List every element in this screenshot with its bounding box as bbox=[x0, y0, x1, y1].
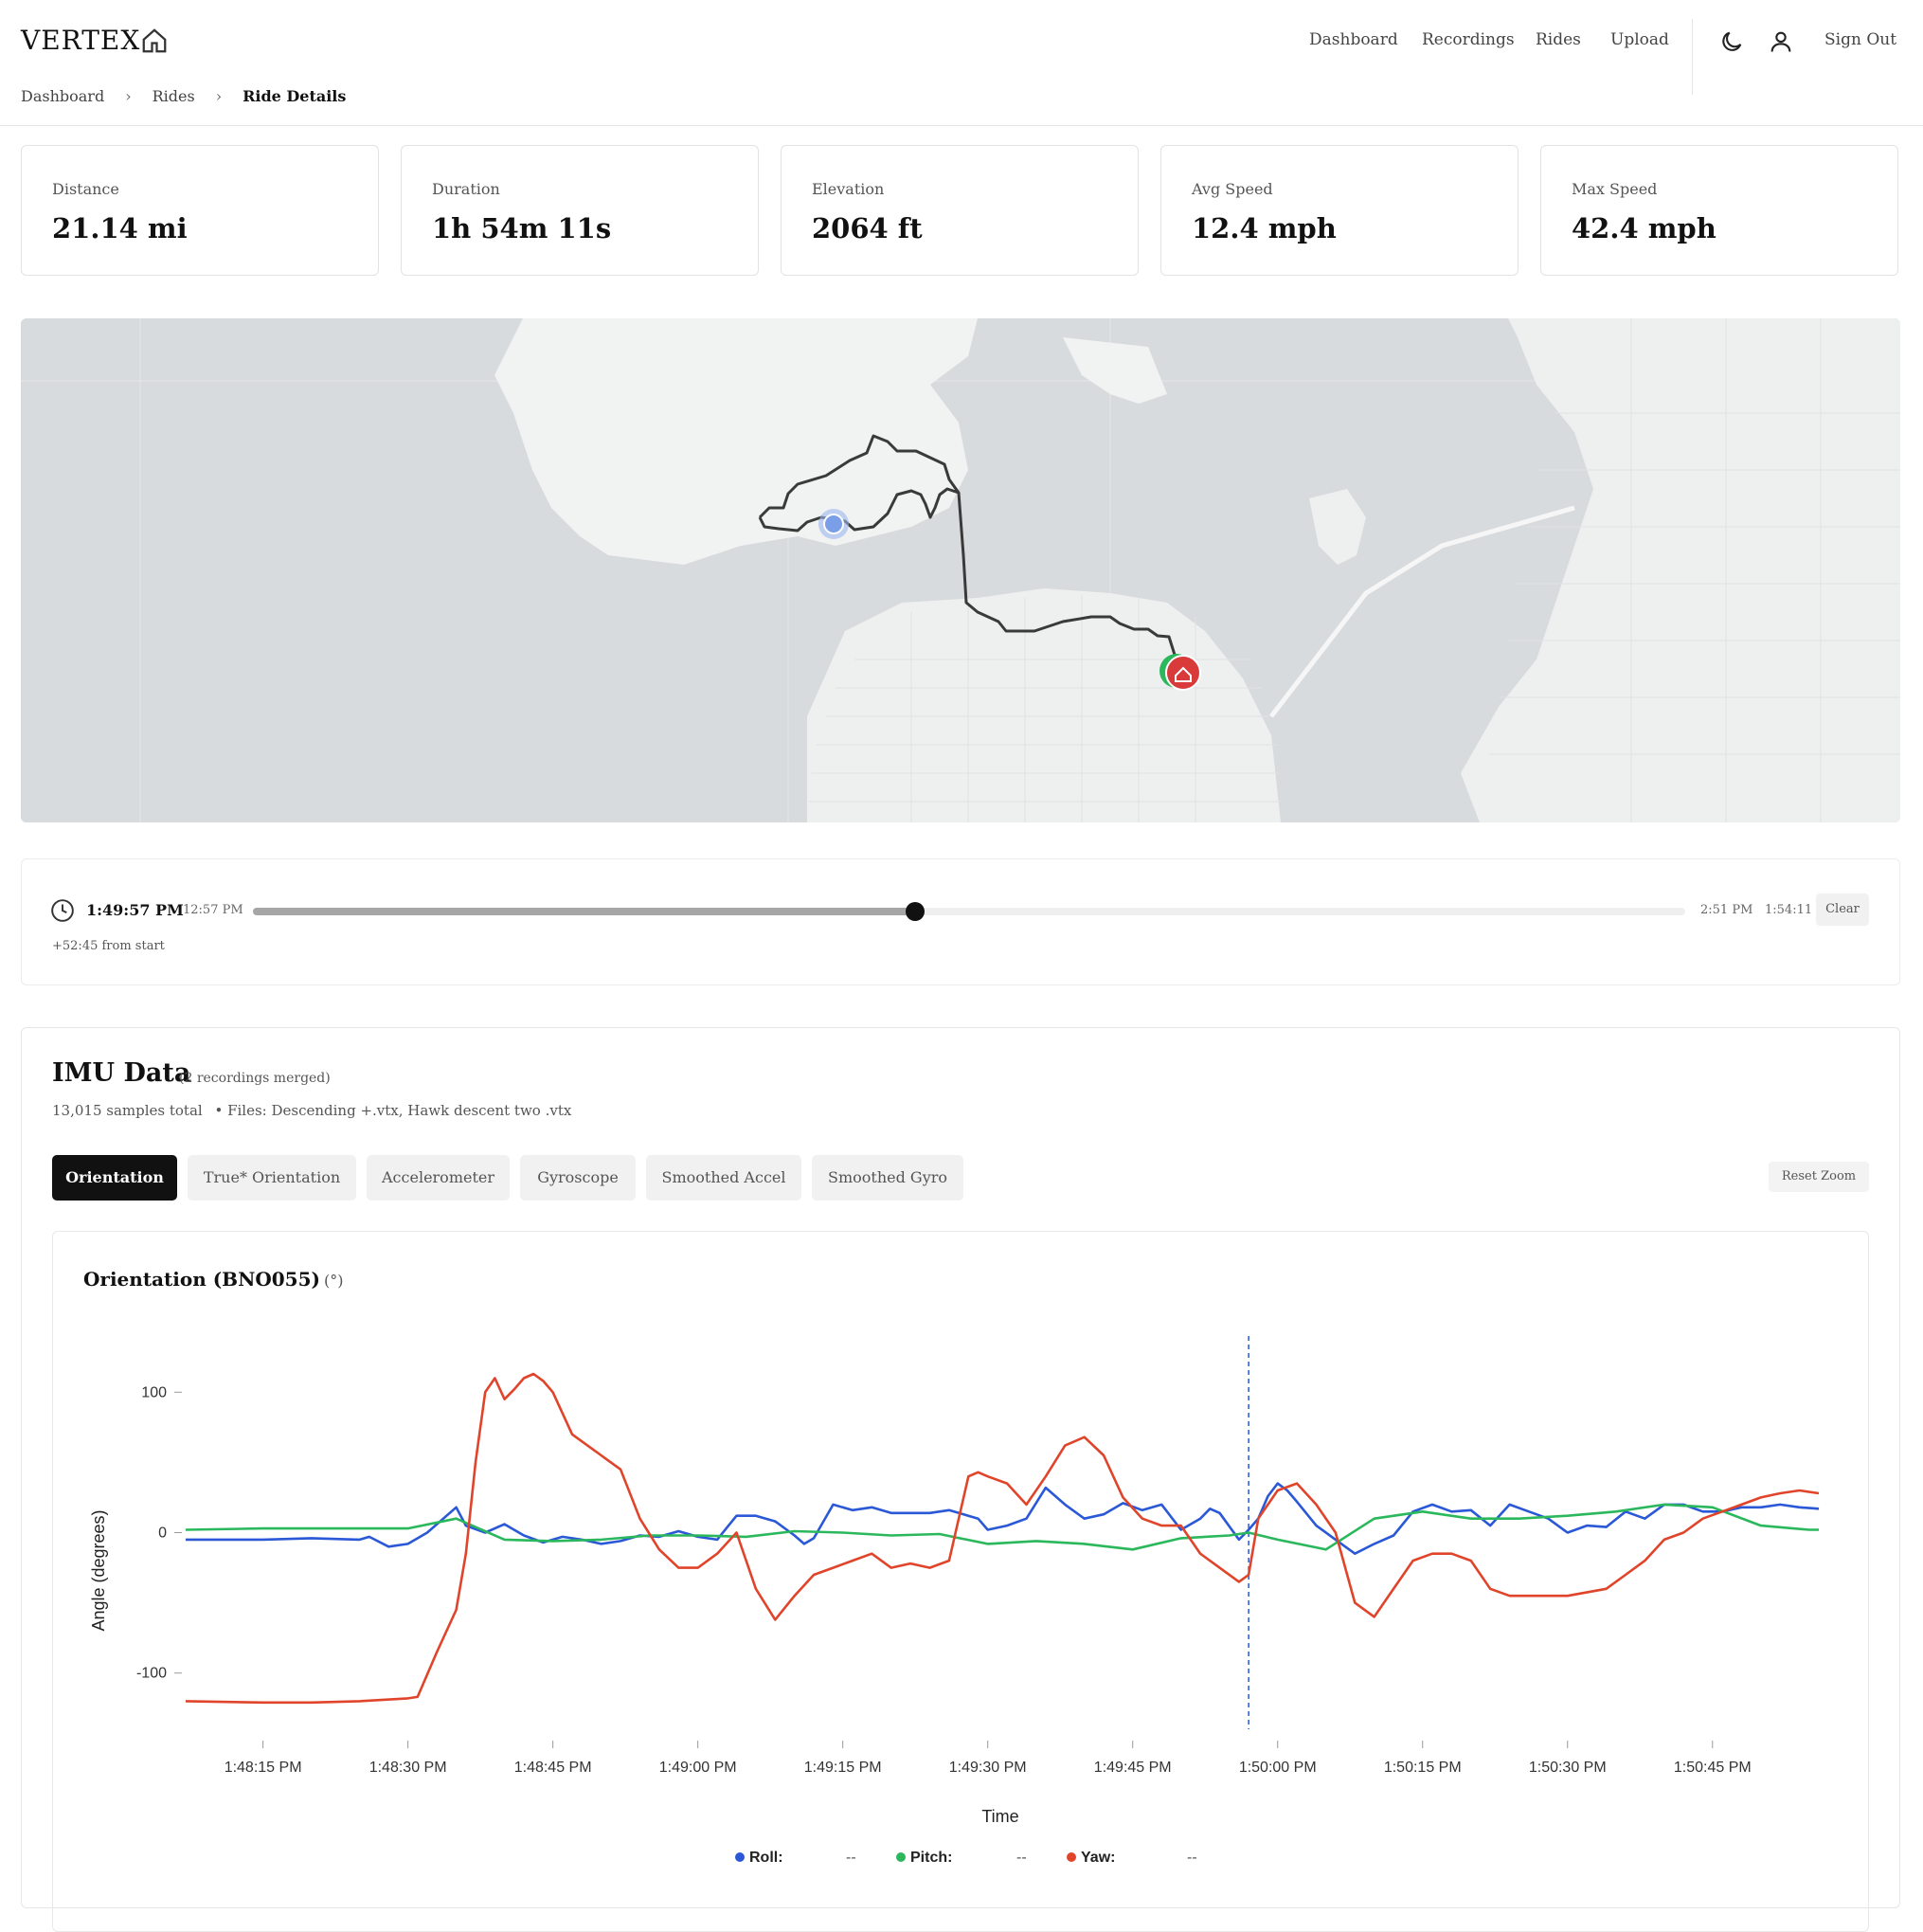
timeline-end-label: 2:51 PM bbox=[1700, 903, 1753, 917]
x-tick-label: 1:49:15 PM bbox=[804, 1760, 882, 1776]
stat-value: 1h 54m 11s bbox=[432, 212, 612, 244]
land-san-francisco bbox=[807, 588, 1281, 822]
timeline-slider-thumb[interactable] bbox=[905, 902, 925, 921]
timeline-scrubber: 1:49:57 PM 12:57 PM 2:51 PM 1:54:11 Clea… bbox=[21, 858, 1900, 985]
imu-subtitle: (2 recordings merged) bbox=[179, 1071, 331, 1086]
timeline-current-time: 1:49:57 PM bbox=[86, 901, 184, 919]
reset-zoom-button[interactable]: Reset Zoom bbox=[1769, 1162, 1869, 1192]
stat-label: Distance bbox=[52, 180, 119, 198]
land-treasure-island bbox=[1309, 489, 1366, 565]
chevron-right-icon: › bbox=[215, 87, 223, 105]
chart-unit: (°) bbox=[323, 1272, 344, 1290]
bay-bridge bbox=[1269, 505, 1575, 718]
breadcrumb-dashboard[interactable]: Dashboard bbox=[21, 87, 105, 105]
x-tick-label: 1:50:45 PM bbox=[1674, 1760, 1752, 1776]
imu-meta: 13,015 samples total • Files: Descending… bbox=[52, 1102, 571, 1119]
timeline-progress-fill bbox=[253, 908, 915, 915]
nav-recordings[interactable]: Recordings bbox=[1422, 30, 1515, 49]
nav-upload[interactable]: Upload bbox=[1610, 30, 1669, 49]
x-tick-label: 1:50:15 PM bbox=[1384, 1760, 1462, 1776]
timeline-start-label: 12:57 PM bbox=[183, 903, 243, 917]
legend-pitch-dot bbox=[896, 1852, 906, 1862]
imu-data-panel: IMU Data (2 recordings merged) 13,015 sa… bbox=[21, 1027, 1900, 1932]
chart-title-text: Orientation (BNO055) bbox=[83, 1268, 320, 1291]
imu-samples: 13,015 samples total bbox=[52, 1102, 203, 1119]
stat-label: Avg Speed bbox=[1192, 180, 1273, 198]
timeline-from-start: +52:45 from start bbox=[52, 939, 165, 953]
y-tick-label: -100 bbox=[136, 1666, 167, 1682]
orientation-chart[interactable]: 100 0 -100 1:48:15 PM 1:48:30 PM 1:48:45 PM 1:… bbox=[53, 1232, 1870, 1895]
top-header: VERTEX Dashboard Recordings Rides Upload… bbox=[0, 0, 1923, 126]
pitch-series-line bbox=[185, 1503, 1819, 1551]
legend-pitch-value: -- bbox=[1016, 1850, 1027, 1866]
x-axis-label: Time bbox=[981, 1807, 1018, 1826]
stat-card-distance: Distance 21.14 mi bbox=[21, 145, 379, 276]
stat-value: 42.4 mph bbox=[1572, 212, 1716, 244]
tab-smoothed-accel[interactable]: Smoothed Accel bbox=[646, 1155, 801, 1201]
user-icon[interactable] bbox=[1768, 28, 1794, 55]
tab-smoothed-gyro[interactable]: Smoothed Gyro bbox=[812, 1155, 963, 1201]
stat-card-elevation: Elevation 2064 ft bbox=[781, 145, 1139, 276]
land-east-bay bbox=[1461, 318, 1900, 822]
land-north-east bbox=[1063, 337, 1167, 404]
chevron-right-icon: › bbox=[125, 87, 132, 105]
legend-roll-dot bbox=[735, 1852, 745, 1862]
imu-files: • Files: Descending +.vtx, Hawk descent … bbox=[214, 1102, 572, 1119]
clear-button[interactable]: Clear bbox=[1816, 894, 1869, 926]
dark-mode-moon-icon[interactable] bbox=[1718, 28, 1745, 55]
nav-dashboard[interactable]: Dashboard bbox=[1309, 30, 1398, 49]
end-home-marker bbox=[1165, 655, 1201, 691]
y-axis-label: Angle (degrees) bbox=[89, 1509, 108, 1631]
route-map[interactable] bbox=[21, 318, 1900, 822]
legend-yaw-label: Yaw: bbox=[1081, 1850, 1115, 1866]
legend-roll-value: -- bbox=[846, 1850, 856, 1866]
x-tick-label: 1:50:30 PM bbox=[1529, 1760, 1607, 1776]
map-canvas[interactable] bbox=[21, 318, 1900, 822]
legend-roll-label: Roll: bbox=[749, 1850, 783, 1866]
breadcrumb: Dashboard › Rides › Ride Details bbox=[21, 87, 346, 105]
timeline-slider[interactable] bbox=[253, 902, 1685, 921]
stat-value: 2064 ft bbox=[812, 212, 923, 244]
imu-title: IMU Data bbox=[52, 1058, 191, 1088]
nav-rides[interactable]: Rides bbox=[1536, 30, 1581, 49]
legend-pitch-label: Pitch: bbox=[910, 1850, 952, 1866]
header-divider bbox=[1692, 19, 1693, 95]
y-tick-label: 0 bbox=[158, 1526, 167, 1542]
x-tick-label: 1:49:45 PM bbox=[1094, 1760, 1172, 1776]
x-tick-label: 1:48:15 PM bbox=[225, 1760, 302, 1776]
clock-icon bbox=[51, 899, 74, 922]
legend-yaw-value: -- bbox=[1187, 1850, 1197, 1866]
stat-card-avg-speed: Avg Speed 12.4 mph bbox=[1160, 145, 1519, 276]
app-logo[interactable]: VERTEX bbox=[21, 25, 141, 56]
tab-gyroscope[interactable]: Gyroscope bbox=[520, 1155, 636, 1201]
stat-label: Elevation bbox=[812, 180, 885, 198]
x-tick-label: 1:50:00 PM bbox=[1239, 1760, 1317, 1776]
x-tick-label: 1:49:30 PM bbox=[949, 1760, 1027, 1776]
stat-label: Duration bbox=[432, 180, 500, 198]
orientation-chart-card: Orientation (BNO055) (°) 100 0 -100 1:48:15 … bbox=[52, 1231, 1869, 1932]
ride-route bbox=[758, 434, 1183, 690]
y-tick-label: 100 bbox=[141, 1384, 167, 1400]
stat-value: 21.14 mi bbox=[52, 212, 188, 244]
timeline-duration: 1:54:11 bbox=[1765, 903, 1813, 917]
breadcrumb-rides[interactable]: Rides bbox=[152, 87, 195, 105]
land-marin bbox=[494, 318, 978, 565]
home-icon[interactable] bbox=[140, 27, 169, 55]
stat-card-max-speed: Max Speed 42.4 mph bbox=[1540, 145, 1898, 276]
tab-true-orientation[interactable]: True* Orientation bbox=[188, 1155, 356, 1201]
tab-orientation[interactable]: Orientation bbox=[52, 1155, 177, 1201]
x-tick-label: 1:48:30 PM bbox=[369, 1760, 447, 1776]
sign-out-link[interactable]: Sign Out bbox=[1824, 30, 1897, 49]
x-tick-label: 1:49:00 PM bbox=[659, 1760, 737, 1776]
stat-label: Max Speed bbox=[1572, 180, 1658, 198]
legend-yaw-dot bbox=[1067, 1852, 1076, 1862]
stat-card-duration: Duration 1h 54m 11s bbox=[401, 145, 759, 276]
yaw-series-line bbox=[185, 1372, 1820, 1705]
breadcrumb-current: Ride Details bbox=[243, 87, 347, 105]
chart-title: Orientation (BNO055) (°) bbox=[83, 1268, 343, 1291]
tab-accelerometer[interactable]: Accelerometer bbox=[367, 1155, 510, 1201]
stat-value: 12.4 mph bbox=[1192, 212, 1337, 244]
x-tick-label: 1:48:45 PM bbox=[514, 1760, 592, 1776]
